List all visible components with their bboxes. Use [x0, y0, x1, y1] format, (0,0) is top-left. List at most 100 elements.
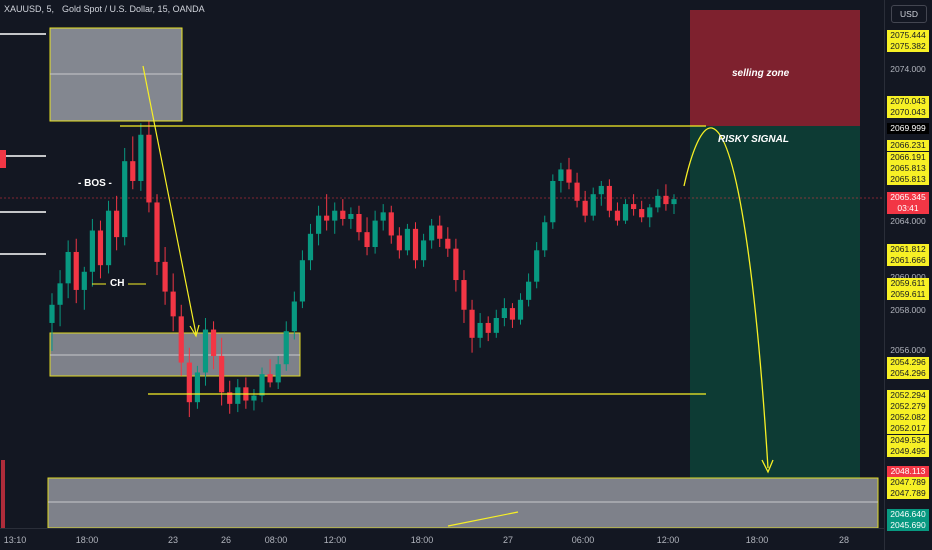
price-label: 2070.043 [887, 96, 929, 107]
price-label: 2052.294 [887, 390, 929, 401]
bos-label: - BOS - [78, 178, 112, 189]
price-label: 2048.113 [887, 466, 929, 477]
price-label: 2061.812 [887, 244, 929, 255]
symbol-title[interactable]: XAUUSD, 5, Gold Spot / U.S. Dollar, 15, O… [4, 4, 205, 14]
time-label: 18:00 [75, 535, 99, 545]
candle-body [49, 304, 55, 323]
candle-body [445, 238, 451, 249]
price-label: 2070.043 [887, 107, 929, 118]
candle-body [550, 180, 556, 223]
candle-body [574, 182, 580, 201]
symbol-description: Gold Spot / U.S. Dollar, 15, OANDA [62, 4, 205, 14]
candle-body [130, 161, 136, 181]
candle-body [412, 228, 419, 261]
time-label: 23 [167, 535, 179, 545]
time-axis[interactable]: 13:10 18:00 23 26 08:00 12:00 18:00 27 06:00 12:0… [0, 528, 884, 550]
candle-body [453, 248, 459, 281]
candle-body [89, 230, 95, 272]
candle-body [283, 331, 289, 365]
price-axis[interactable]: USD 2075.444 2075.382 2074.000 2070.043 2070… [884, 0, 932, 550]
price-label: 03:41 [887, 203, 929, 214]
candle-body [493, 318, 499, 333]
price-label: 2056.000 [890, 345, 926, 355]
candle-body [469, 309, 475, 338]
projection-arrow-head [761, 459, 774, 474]
candle-body [461, 280, 467, 310]
candle-body [65, 251, 71, 284]
bottom-zone-box[interactable] [47, 477, 879, 528]
time-label: 27 [502, 535, 514, 545]
projection-curve[interactable] [683, 127, 769, 469]
candle-body [267, 374, 273, 383]
candle-body [509, 308, 516, 320]
candle-body [178, 316, 184, 363]
time-label: 26 [220, 535, 232, 545]
ch-label: CH [110, 278, 125, 289]
price-label: 2066.191 [887, 152, 929, 163]
candle-body [315, 215, 322, 234]
candle-body [275, 364, 281, 383]
candle-body [291, 301, 297, 332]
candle-body [154, 202, 160, 262]
candle-body [671, 199, 677, 205]
candle-body [590, 194, 596, 216]
selling-zone-label: selling zone [732, 68, 790, 79]
candle-body [324, 215, 330, 221]
price-label: 2045.690 [887, 520, 929, 531]
candle-body [622, 204, 629, 221]
candle-body [429, 225, 435, 241]
price-label: 2052.279 [887, 401, 929, 412]
price-label: 2065.345 [887, 192, 929, 203]
time-label: 18:00 [745, 535, 769, 545]
candle-body [332, 210, 338, 221]
price-label: 2052.082 [887, 412, 929, 423]
candle-body [299, 260, 306, 302]
candle-body [97, 230, 104, 266]
candle-body [420, 240, 427, 261]
trend-line-bottom[interactable] [447, 511, 519, 527]
candle-body [525, 281, 532, 300]
risky-signal-label: RISKY SIGNAL [718, 134, 789, 145]
time-label: 28 [838, 535, 850, 545]
candle-body [259, 374, 265, 396]
candle-body [81, 271, 87, 290]
price-label: 2059.611 [887, 289, 929, 300]
price-label: 2066.231 [887, 140, 929, 151]
candle-body [356, 214, 362, 233]
candle-body [388, 212, 394, 236]
price-label: 2064.000 [890, 216, 926, 226]
price-label: 2047.789 [887, 488, 929, 499]
chart-area[interactable]: XAUUSD, 5, Gold Spot / U.S. Dollar, 15, O… [0, 0, 884, 528]
candle-body [251, 395, 257, 401]
candle-body [647, 207, 653, 218]
price-label: 2069.999 [887, 123, 929, 134]
candle-body [614, 210, 621, 221]
time-label: 06:00 [571, 535, 595, 545]
bos-arrow-line[interactable] [142, 65, 197, 335]
candle-body [655, 195, 661, 208]
candlestick-chart[interactable] [0, 0, 884, 528]
candle-body [631, 204, 637, 210]
target-zone-box[interactable] [690, 126, 860, 480]
candle-body [534, 250, 540, 282]
candle-body [396, 235, 402, 251]
time-label: 08:00 [264, 535, 288, 545]
candle-body [235, 387, 241, 404]
candle-body [517, 299, 524, 320]
symbol-name: XAUUSD, 5, [4, 4, 55, 14]
candle-body [501, 308, 507, 318]
candle-body [639, 209, 645, 218]
candle-body [477, 322, 483, 338]
selling-zone-box[interactable] [690, 10, 860, 126]
candle-body [162, 261, 168, 292]
price-label: 2060.000 [890, 272, 926, 282]
price-label: 2058.000 [890, 305, 926, 315]
candle-body [138, 134, 144, 181]
candle-body [146, 134, 152, 203]
candle-body [307, 233, 314, 261]
price-label: 2065.813 [887, 163, 929, 174]
currency-button[interactable]: USD [891, 5, 927, 23]
candle-body [219, 355, 225, 393]
bos-arrow-head [189, 324, 200, 338]
candle-body [485, 322, 491, 333]
